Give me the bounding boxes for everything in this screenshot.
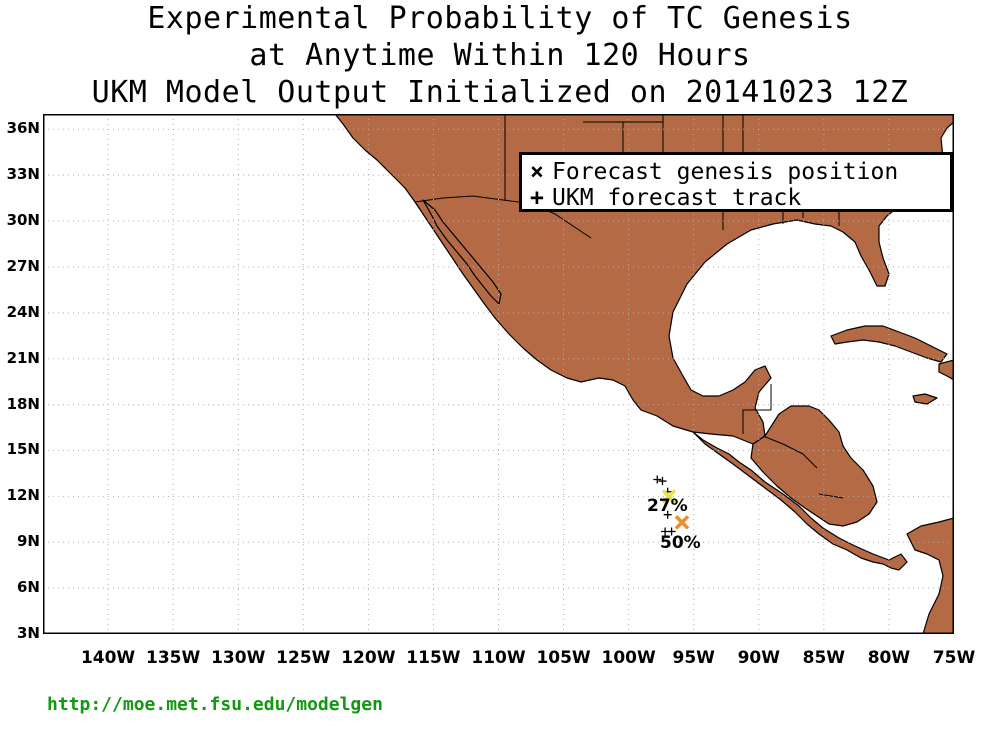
- boundary-central-america: [742, 384, 844, 499]
- lon-tick-label: 120W: [341, 648, 396, 668]
- genesis-layer: [661, 489, 690, 530]
- lon-tick-label: 140W: [80, 648, 136, 668]
- lon-tick-label: 75W: [932, 648, 976, 668]
- lat-tick-label: 18N: [6, 394, 40, 413]
- lon-tick-label: 135W: [146, 648, 201, 668]
- lat-tick-label: 27N: [6, 256, 40, 275]
- lat-tick-label: 24N: [6, 302, 40, 321]
- genesis-probability-label: 27%: [646, 496, 688, 517]
- lat-tick-label: 6N: [17, 578, 40, 597]
- legend-genesis-row: × Forecast genesis position: [530, 159, 898, 185]
- lon-tick-label: 105W: [536, 648, 591, 668]
- lat-tick-label: 36N: [6, 119, 40, 138]
- genesis-probability-label: 50%: [660, 533, 701, 554]
- lat-tick-label: 12N: [6, 486, 40, 505]
- legend-track-label: UKM forecast track: [552, 185, 802, 211]
- land-central-america: [692, 431, 908, 571]
- track-plus-mark: [658, 477, 667, 486]
- boundary-us-mexico: [414, 195, 592, 239]
- lon-tick-label: 80W: [867, 648, 911, 668]
- lat-tick-label: 9N: [17, 532, 40, 551]
- lat-tick-label: 30N: [6, 211, 40, 230]
- lat-tick-label: 15N: [6, 440, 40, 459]
- title-line-1: Experimental Probability of TC Genesis: [147, 1, 853, 36]
- x-mark-icon: ×: [530, 159, 544, 185]
- track-plus-mark: [667, 527, 676, 536]
- legend: × Forecast genesis position + UKM forecast…: [519, 152, 953, 212]
- plus-mark-icon: +: [530, 185, 544, 211]
- lon-tick-label: 115W: [406, 648, 461, 668]
- genesis-x-mark: [674, 515, 690, 530]
- title-line-3: UKM Model Output Initialized on 20141023…: [91, 75, 909, 110]
- lat-tick-label: 33N: [6, 165, 40, 184]
- genesis-x-mark: [661, 489, 677, 504]
- footer-url-link[interactable]: http://moe.met.fsu.edu/modelgen: [47, 694, 383, 715]
- map-border: [43, 114, 954, 634]
- lon-tick-label: 130W: [211, 648, 266, 668]
- lat-tick-label: 21N: [6, 348, 40, 367]
- lon-tick-label: 110W: [471, 648, 526, 668]
- title-line-2: at Anytime Within 120 Hours: [249, 38, 751, 73]
- map-gridlines: [43, 114, 954, 634]
- lon-tick-label: 100W: [601, 648, 656, 668]
- land-hispaniola: [938, 359, 954, 381]
- lon-tick-label: 85W: [802, 648, 846, 668]
- land-jamaica: [912, 393, 938, 405]
- legend-genesis-label: Forecast genesis position: [552, 159, 899, 185]
- land-south-america: [906, 517, 954, 634]
- lon-tick-label: 95W: [672, 648, 715, 668]
- lat-tick-label: 3N: [17, 624, 40, 642]
- lon-tick-label: 125W: [276, 648, 331, 668]
- track-plus-mark: [663, 510, 672, 519]
- track-plus-mark: [653, 475, 662, 484]
- legend-track-row: + UKM forecast track: [530, 185, 801, 211]
- lon-tick-label: 90W: [737, 648, 780, 668]
